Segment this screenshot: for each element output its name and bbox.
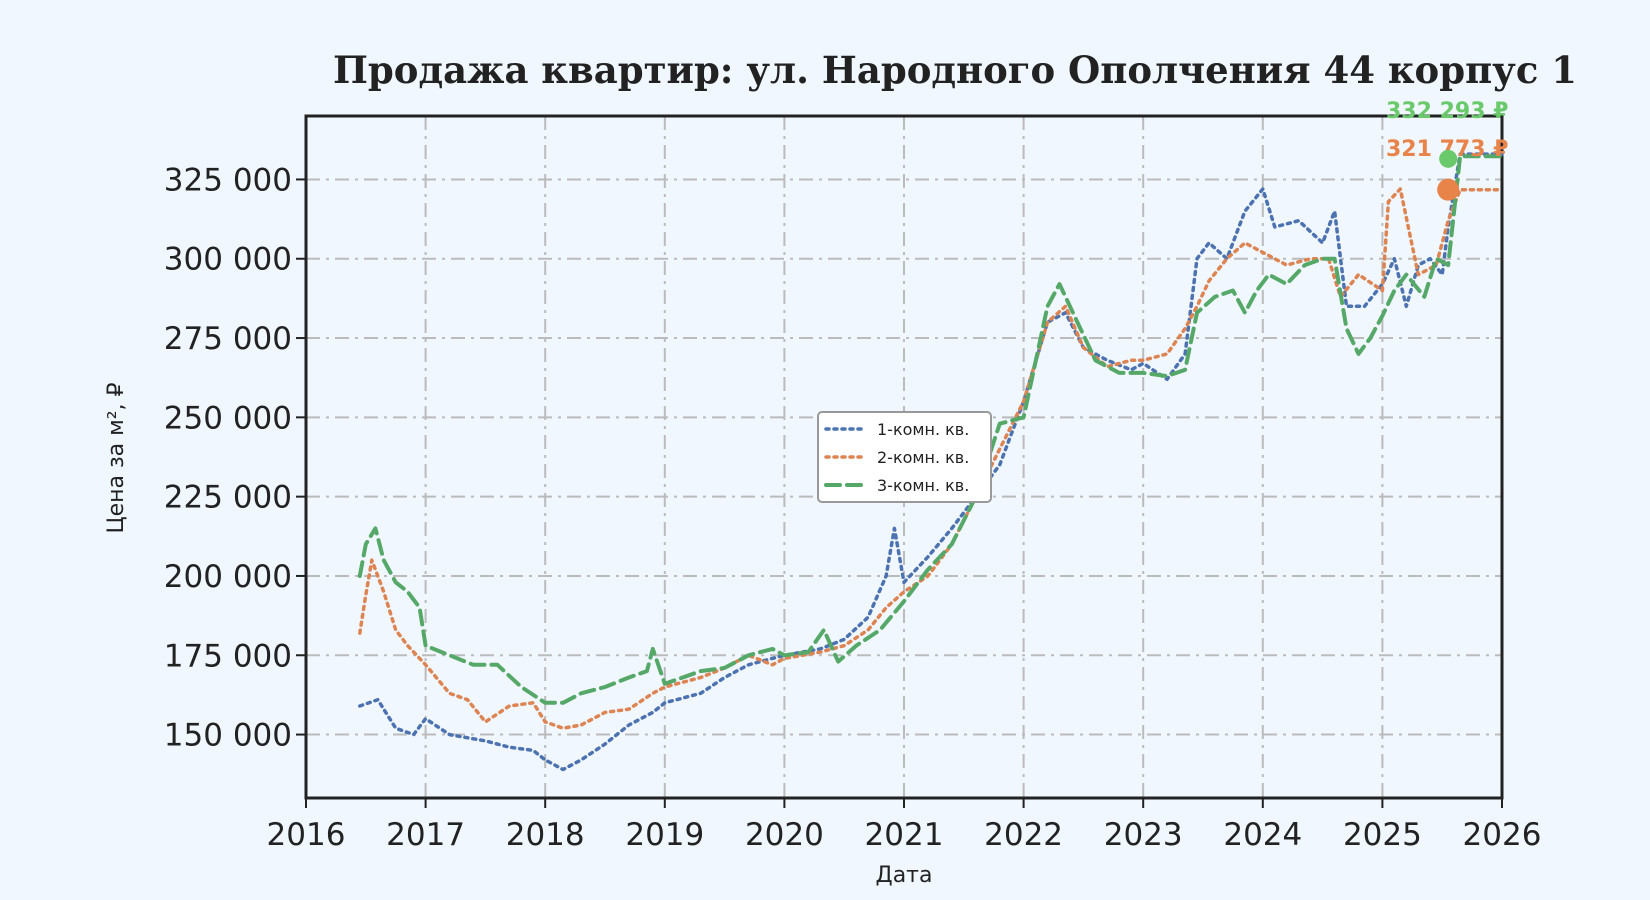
y-tick-label: 300 000	[164, 242, 292, 278]
x-tick-label: 2026	[1463, 817, 1542, 853]
y-tick-label: 250 000	[164, 400, 292, 436]
grid	[306, 116, 1502, 798]
chart-title: Продажа квартир: ул. Народного Ополчения…	[333, 48, 1577, 92]
end-marker	[1439, 149, 1458, 168]
y-tick-label: 325 000	[164, 162, 292, 198]
y-tick-label: 225 000	[164, 480, 292, 516]
x-tick-label: 2019	[625, 817, 704, 853]
y-axis-label: Цена за м², ₽	[104, 382, 129, 533]
x-tick-label: 2025	[1343, 817, 1422, 853]
x-tick-label: 2017	[386, 817, 465, 853]
x-tick-label: 2023	[1104, 817, 1183, 853]
series-line-3	[357, 154, 1504, 705]
x-axis-label: Дата	[876, 863, 933, 888]
series-line-2	[358, 187, 1504, 730]
y-tick-label: 200 000	[164, 559, 292, 595]
x-tick-label: 2021	[865, 817, 944, 853]
x-tick-label: 2022	[984, 817, 1063, 853]
y-tick-label: 275 000	[164, 321, 292, 357]
legend-label: 2-комн. кв.	[877, 448, 969, 467]
x-tick-label: 2020	[745, 817, 824, 853]
legend: 1-комн. кв. 2-комн. кв. 3-комн. кв.	[817, 411, 992, 503]
y-tick-label: 150 000	[164, 718, 292, 754]
y-tick-label: 175 000	[164, 638, 292, 674]
legend-label: 3-комн. кв.	[877, 476, 969, 495]
legend-label: 1-комн. кв.	[877, 420, 969, 439]
x-tick-label: 2024	[1223, 817, 1302, 853]
x-tick-label: 2016	[267, 817, 346, 853]
x-tick-label: 2018	[506, 817, 585, 853]
legend-box	[817, 411, 992, 503]
end-labels: 332 293 ₽321 773 ₽	[1386, 99, 1508, 201]
ticks: 2016 2017 2018 2019 2020 2021 2022 2023 2024 2025…	[164, 162, 1542, 853]
end-marker	[1437, 178, 1460, 201]
end-value-label: 332 293 ₽	[1386, 99, 1508, 124]
